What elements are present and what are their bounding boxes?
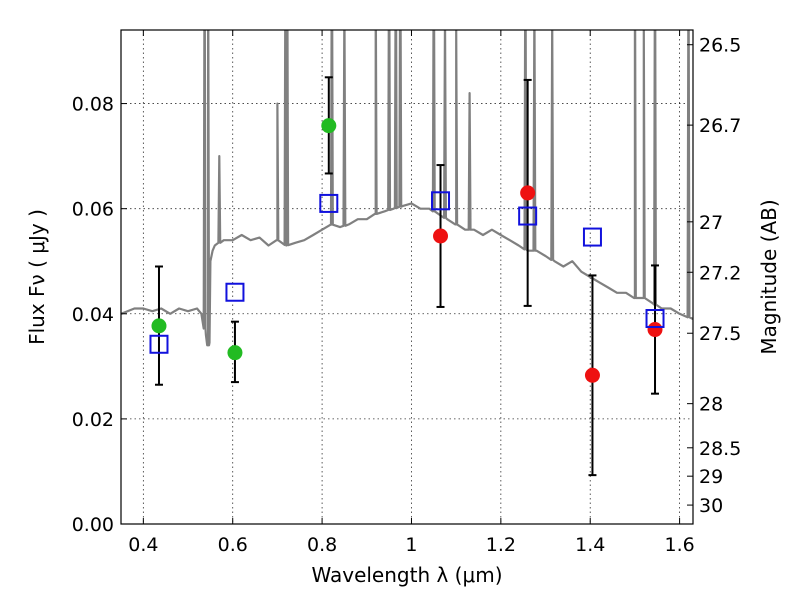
right-tick-label: 30 xyxy=(699,495,723,517)
y-tick-label: 0.06 xyxy=(72,199,114,221)
y-tick-labels: 0.00 0.02 0.04 0.06 0.08 xyxy=(72,94,114,536)
data-points xyxy=(151,118,663,383)
x-tick-label: 1 xyxy=(405,534,417,556)
x-tick-label: 0.8 xyxy=(307,534,337,556)
data-point xyxy=(433,228,449,244)
x-axis-label: Wavelength λ (μm) xyxy=(311,563,502,587)
model-square xyxy=(582,227,602,247)
right-tick-label: 29 xyxy=(699,466,723,488)
data-point xyxy=(647,322,663,338)
grid xyxy=(121,30,693,525)
right-tick-label: 27.5 xyxy=(699,323,741,345)
data-point xyxy=(520,185,536,201)
y-tick-label: 0.08 xyxy=(72,94,114,116)
data-point xyxy=(321,118,337,134)
data-point xyxy=(227,345,243,361)
model-square xyxy=(225,282,245,302)
x-tick-label: 0.4 xyxy=(128,534,158,556)
x-tick-label: 1.4 xyxy=(575,534,605,556)
model-square xyxy=(431,191,451,211)
right-tick-label: 27.2 xyxy=(699,262,741,284)
right-tick-labels: 26.5 26.7 27 27.2 27.5 28 28.5 29 30 xyxy=(699,35,741,517)
y-tick-label: 0.02 xyxy=(72,409,114,431)
model-sed xyxy=(121,30,693,347)
ticks xyxy=(121,30,693,525)
y-tick-label: 0.00 xyxy=(72,514,114,536)
y-axis-label: Flux Fν ( μJy ) xyxy=(25,209,49,345)
x-tick-label: 1.6 xyxy=(664,534,694,556)
model-square xyxy=(518,206,538,226)
right-tick-label: 27 xyxy=(699,212,723,234)
y-tick-label: 0.04 xyxy=(72,304,114,326)
plot-frame xyxy=(120,29,694,525)
model-square xyxy=(149,334,169,354)
error-bars xyxy=(154,76,660,477)
right-axis-label: Magnitude (AB) xyxy=(757,199,781,354)
right-tick-label: 26.5 xyxy=(699,35,741,57)
model-sed-line xyxy=(121,30,693,347)
x-tick-label: 1.2 xyxy=(486,534,516,556)
data-point xyxy=(584,367,600,383)
x-tick-labels: 0.4 0.6 0.8 1 1.2 1.4 1.6 xyxy=(128,534,694,556)
model-square xyxy=(319,193,339,213)
right-tick-label: 28.5 xyxy=(699,438,741,460)
model-square xyxy=(645,309,665,329)
model-photometry xyxy=(149,191,665,354)
x-tick-label: 0.6 xyxy=(218,534,248,556)
data-point xyxy=(151,318,167,334)
right-tick-label: 28 xyxy=(699,394,723,416)
right-tick-label: 26.7 xyxy=(699,115,741,137)
